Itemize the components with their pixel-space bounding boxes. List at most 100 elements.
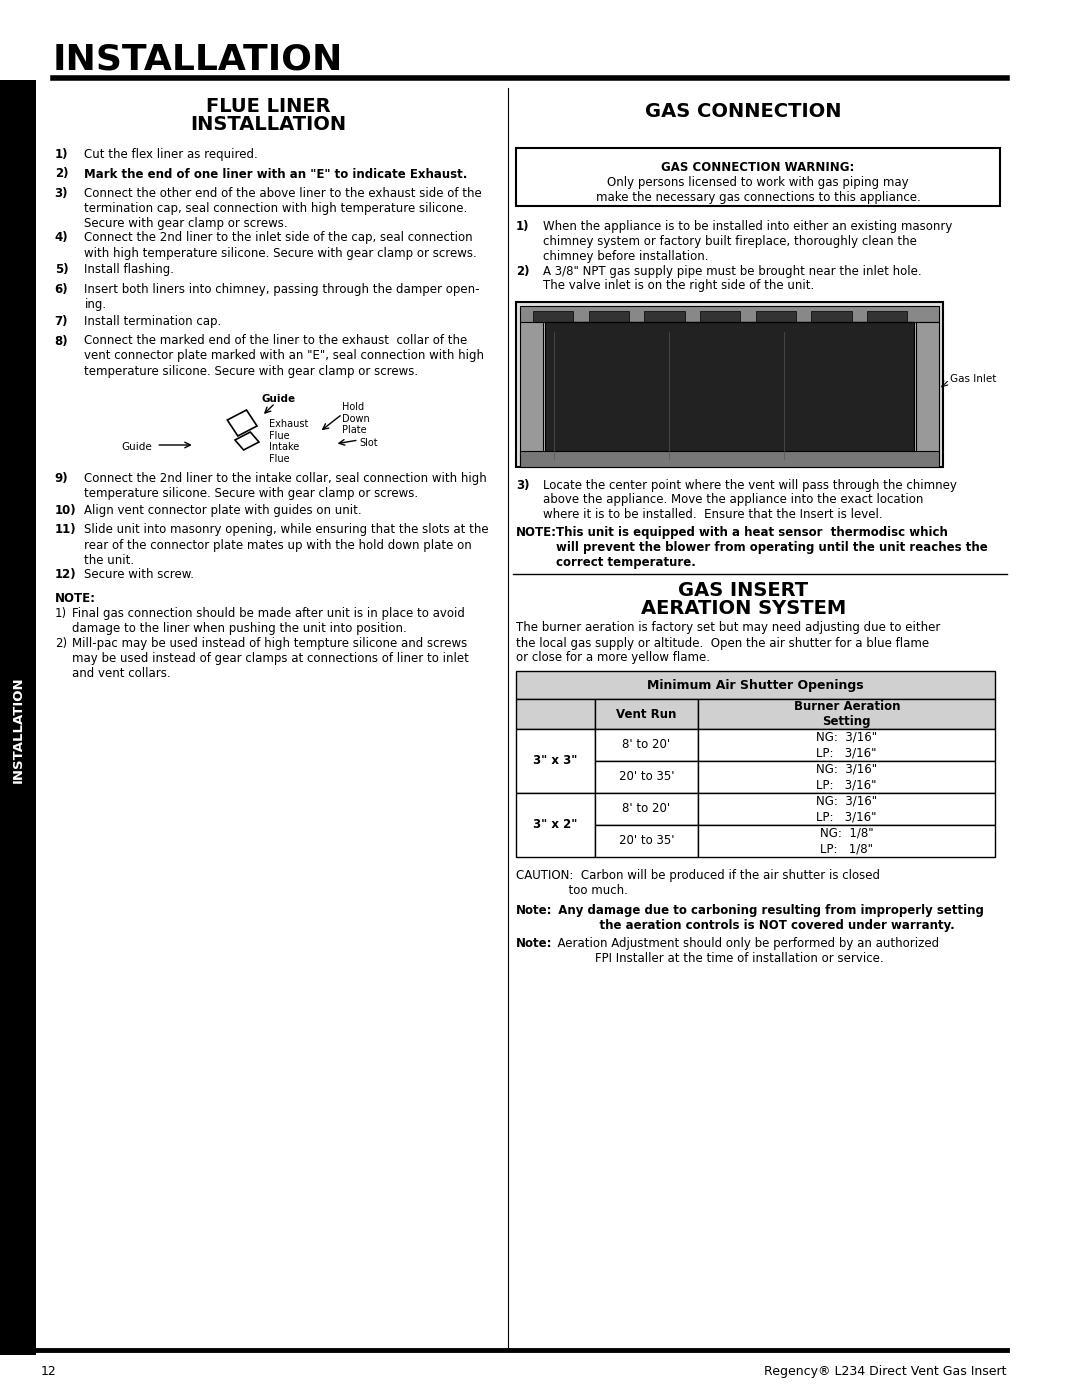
Text: Install termination cap.: Install termination cap.: [84, 314, 221, 328]
Bar: [595, 729, 698, 761]
Text: 4): 4): [55, 232, 68, 244]
Text: Burner Aeration
Setting: Burner Aeration Setting: [794, 700, 900, 728]
Text: Connect the 2nd liner to the intake collar, seal connection with high
temperatur: Connect the 2nd liner to the intake coll…: [84, 472, 487, 500]
Text: NOTE:: NOTE:: [55, 592, 96, 605]
Bar: [867, 310, 907, 321]
Text: 5): 5): [55, 264, 68, 277]
Text: Guide: Guide: [261, 394, 295, 404]
Text: Install flashing.: Install flashing.: [84, 264, 174, 277]
Text: 10): 10): [55, 504, 77, 517]
Text: Mill-pac may be used instead of high tempture silicone and screws
may be used in: Mill-pac may be used instead of high tem…: [72, 637, 469, 680]
Text: Final gas connection should be made after unit is in place to avoid
damage to th: Final gas connection should be made afte…: [72, 608, 464, 636]
Text: Connect the other end of the above liner to the exhaust side of the
termination : Connect the other end of the above liner…: [84, 187, 482, 231]
Text: Regency® L234 Direct Vent Gas Insert: Regency® L234 Direct Vent Gas Insert: [765, 1365, 1007, 1377]
Text: 3" x 2": 3" x 2": [534, 819, 578, 831]
Bar: [811, 310, 852, 321]
Bar: [589, 310, 630, 321]
Text: 1): 1): [516, 219, 529, 233]
Text: GAS INSERT: GAS INSERT: [678, 581, 808, 601]
Bar: [519, 321, 543, 462]
Text: INSTALLATION: INSTALLATION: [53, 42, 343, 75]
Text: 8' to 20': 8' to 20': [622, 802, 671, 816]
Bar: [516, 302, 943, 467]
Bar: [698, 698, 996, 729]
Text: 1): 1): [55, 148, 68, 161]
Bar: [595, 826, 698, 856]
Bar: [698, 793, 996, 826]
Text: The burner aeration is factory set but may need adjusting due to either
the loca: The burner aeration is factory set but m…: [516, 622, 941, 665]
Text: Note:: Note:: [516, 937, 553, 950]
Bar: [698, 826, 996, 856]
Text: NG:  1/8"
LP:   1/8": NG: 1/8" LP: 1/8": [820, 827, 874, 855]
Text: Locate the center point where the vent will pass through the chimney
above the a: Locate the center point where the vent w…: [543, 479, 957, 521]
Bar: [519, 306, 939, 321]
Text: Any damage due to carboning resulting from improperly setting
            the ae: Any damage due to carboning resulting fr…: [550, 904, 984, 932]
Bar: [698, 761, 996, 793]
Text: NOTE:: NOTE:: [516, 527, 557, 539]
Text: NG:  3/16"
LP:   3/16": NG: 3/16" LP: 3/16": [816, 795, 877, 823]
Bar: [516, 729, 595, 793]
Text: FLUE LINER: FLUE LINER: [206, 96, 330, 116]
Text: Insert both liners into chimney, passing through the damper open-
ing.: Insert both liners into chimney, passing…: [84, 284, 480, 312]
Bar: [516, 793, 595, 856]
Text: NG:  3/16"
LP:   3/16": NG: 3/16" LP: 3/16": [816, 731, 877, 759]
Text: Connect the marked end of the liner to the exhaust  collar of the
vent connector: Connect the marked end of the liner to t…: [84, 334, 485, 377]
Text: 2): 2): [516, 264, 529, 278]
Text: Secure with screw.: Secure with screw.: [84, 569, 194, 581]
Bar: [595, 793, 698, 826]
Bar: [516, 148, 1000, 205]
Text: 2): 2): [55, 637, 67, 650]
Text: Vent Run: Vent Run: [617, 707, 676, 721]
Text: 2): 2): [55, 168, 68, 180]
Bar: [916, 321, 939, 462]
Bar: [700, 310, 741, 321]
Text: Note:: Note:: [516, 904, 553, 916]
Text: Hold
Down
Plate: Hold Down Plate: [342, 402, 370, 436]
Text: Connect the 2nd liner to the inlet side of the cap, seal connection
with high te: Connect the 2nd liner to the inlet side …: [84, 232, 477, 260]
Text: 11): 11): [55, 524, 77, 536]
Text: 7): 7): [55, 314, 68, 328]
Text: Align vent connector plate with guides on unit.: Align vent connector plate with guides o…: [84, 504, 362, 517]
Text: This unit is equipped with a heat sensor  thermodisc which
will prevent the blow: This unit is equipped with a heat sensor…: [556, 527, 988, 569]
Text: 3): 3): [55, 187, 68, 200]
Bar: [595, 761, 698, 793]
Text: Intake
Flue: Intake Flue: [269, 441, 299, 464]
Text: Aeration Adjustment should only be performed by an authorized
            FPI In: Aeration Adjustment should only be perfo…: [550, 937, 939, 965]
Text: GAS CONNECTION: GAS CONNECTION: [645, 102, 841, 122]
Text: INSTALLATION: INSTALLATION: [12, 676, 25, 784]
Bar: [0, 80, 37, 1355]
Bar: [516, 698, 595, 729]
Bar: [595, 698, 698, 729]
Text: Slot: Slot: [360, 439, 378, 448]
Text: GAS CONNECTION WARNING:: GAS CONNECTION WARNING:: [661, 161, 854, 175]
Text: 9): 9): [55, 472, 68, 485]
Bar: [534, 310, 573, 321]
Text: 20' to 35': 20' to 35': [619, 771, 674, 784]
Text: 8): 8): [55, 334, 68, 348]
Bar: [519, 450, 939, 467]
Text: 6): 6): [55, 284, 68, 296]
Text: Mark the end of one liner with an "E" to indicate Exhaust.: Mark the end of one liner with an "E" to…: [84, 168, 468, 180]
Text: NG:  3/16"
LP:   3/16": NG: 3/16" LP: 3/16": [816, 763, 877, 791]
Bar: [544, 321, 914, 462]
Bar: [698, 729, 996, 761]
Text: 3" x 3": 3" x 3": [534, 754, 578, 767]
Bar: [516, 671, 996, 698]
Text: Slide unit into masonry opening, while ensuring that the slots at the
rear of th: Slide unit into masonry opening, while e…: [84, 524, 489, 567]
Text: 8' to 20': 8' to 20': [622, 739, 671, 752]
Text: Cut the flex liner as required.: Cut the flex liner as required.: [84, 148, 258, 161]
Text: When the appliance is to be installed into either an existing masonry
chimney sy: When the appliance is to be installed in…: [543, 219, 953, 263]
Text: Guide: Guide: [122, 441, 152, 453]
Text: Gas Inlet: Gas Inlet: [950, 374, 997, 384]
Text: CAUTION:  Carbon will be produced if the air shutter is closed
              too: CAUTION: Carbon will be produced if the …: [516, 869, 880, 897]
Bar: [645, 310, 685, 321]
Text: Only persons licensed to work with gas piping may
make the necessary gas connect: Only persons licensed to work with gas p…: [596, 176, 920, 204]
Text: Exhaust
Flue: Exhaust Flue: [269, 419, 308, 440]
Text: 1): 1): [55, 608, 67, 620]
Text: 3): 3): [516, 479, 529, 492]
Text: A 3/8" NPT gas supply pipe must be brought near the inlet hole.
The valve inlet : A 3/8" NPT gas supply pipe must be broug…: [543, 264, 921, 292]
Text: 12): 12): [55, 569, 77, 581]
Text: INSTALLATION: INSTALLATION: [190, 115, 347, 134]
Text: 20' to 35': 20' to 35': [619, 834, 674, 848]
Text: AERATION SYSTEM: AERATION SYSTEM: [640, 599, 846, 619]
